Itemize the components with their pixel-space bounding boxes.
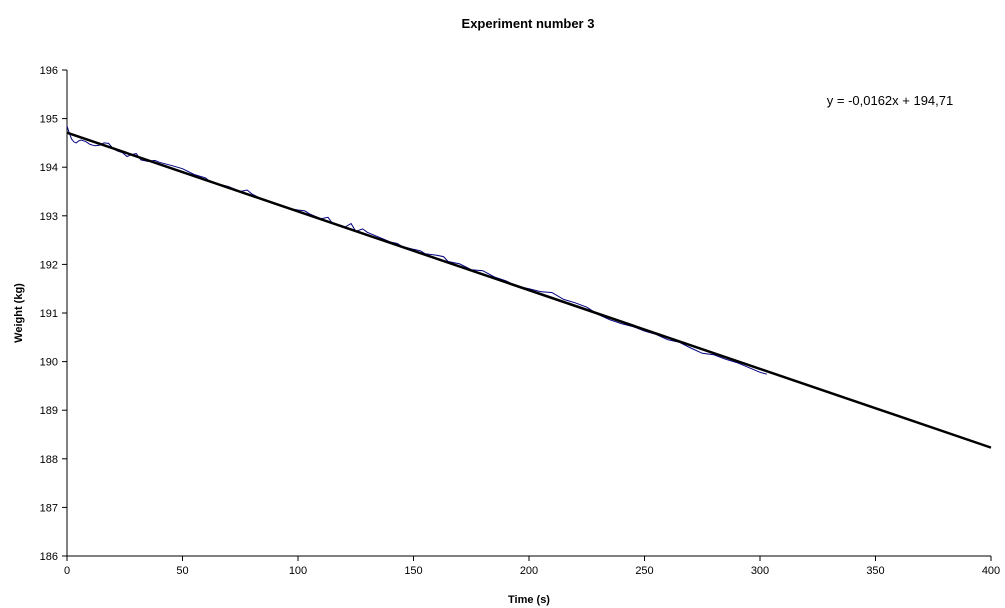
y-tick-label: 193 — [40, 211, 58, 223]
y-tick-label: 194 — [40, 162, 58, 174]
x-tick-label: 400 — [982, 565, 1000, 577]
series-line-measured — [66, 125, 768, 375]
y-axis-ticks: 186 187 188 189 190 191 192 193 194 195 196 — [40, 65, 67, 563]
y-tick-label: 187 — [40, 502, 58, 514]
y-tick-label: 195 — [40, 114, 58, 126]
x-tick-label: 350 — [866, 565, 884, 577]
y-axis-label: Weight (kg) — [13, 283, 25, 343]
x-tick-label: 250 — [635, 565, 653, 577]
y-tick-label: 188 — [40, 454, 58, 466]
x-tick-label: 50 — [176, 565, 188, 577]
y-tick-label: 189 — [40, 405, 58, 417]
x-tick-label: 300 — [751, 565, 769, 577]
y-tick-label: 186 — [40, 551, 58, 563]
y-tick-label: 191 — [40, 308, 58, 320]
x-axis-ticks: 0 50 100 150 200 250 300 350 400 — [64, 556, 1000, 577]
trendline — [66, 131, 992, 449]
y-tick-label: 190 — [40, 357, 58, 369]
y-tick-label: 192 — [40, 259, 58, 271]
x-tick-label: 100 — [289, 565, 307, 577]
x-tick-label: 0 — [64, 565, 70, 577]
x-tick-label: 200 — [520, 565, 538, 577]
x-axis-label: Time (s) — [508, 594, 550, 606]
y-tick-label: 196 — [40, 65, 58, 77]
chart-title: Experiment number 3 — [462, 16, 595, 31]
trendline-equation: y = -0,0162x + 194,71 — [827, 93, 953, 108]
x-tick-label: 150 — [404, 565, 422, 577]
